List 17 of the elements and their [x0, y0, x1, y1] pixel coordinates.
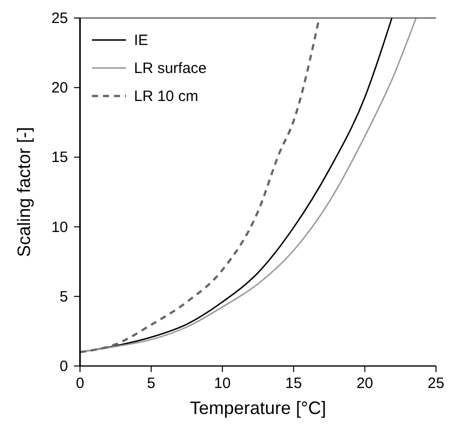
y-tick-label: 10 [51, 218, 68, 236]
x-axis-title: Temperature [°C] [190, 398, 326, 418]
y-tick-label: 5 [60, 288, 68, 306]
y-tick-label: 20 [51, 80, 68, 97]
y-tick-label: 0 [60, 358, 68, 375]
x-tick-label: 10 [214, 375, 231, 392]
legend-label: LR 10 cm [134, 88, 198, 105]
y-tick-label: 15 [51, 149, 68, 166]
x-tick-label: 25 [428, 375, 444, 392]
y-tick-label: 25 [51, 10, 68, 27]
x-tick-label: 0 [76, 375, 84, 392]
legend-label: IE [134, 32, 148, 49]
x-tick-label: 15 [285, 375, 302, 392]
x-tick-label: 5 [147, 375, 156, 392]
legend-label: LR surface [134, 60, 207, 77]
x-tick-label: 20 [356, 375, 374, 392]
y-axis-title: Scaling factor [-] [14, 126, 34, 258]
